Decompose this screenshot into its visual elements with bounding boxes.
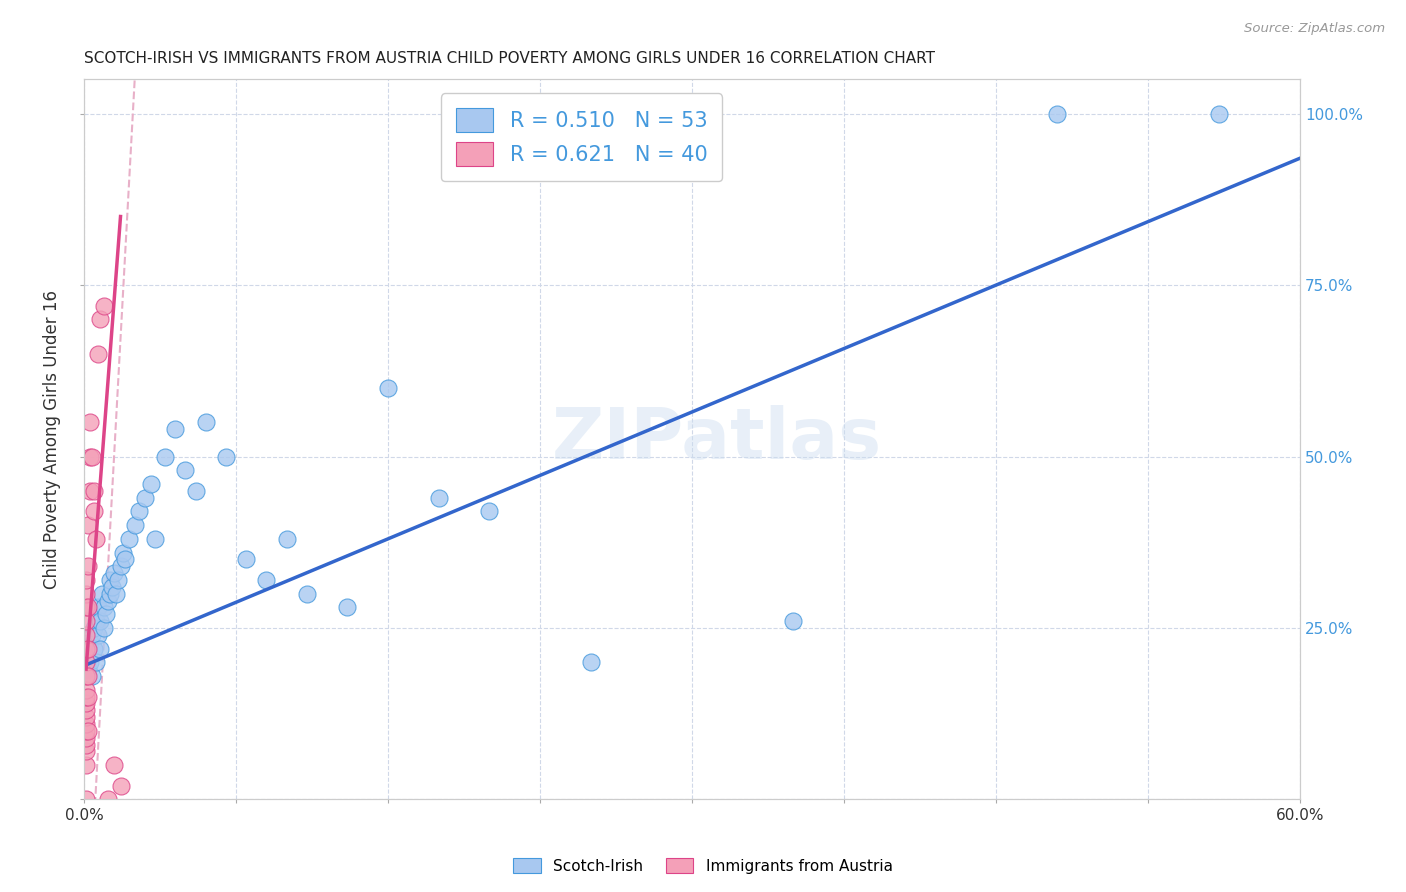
Point <box>77 600 100 615</box>
Point <box>79 450 101 464</box>
Point <box>114 552 136 566</box>
Point <box>215 450 238 464</box>
Point <box>77 641 100 656</box>
Point <box>110 779 132 793</box>
Point <box>79 634 101 648</box>
Point <box>87 346 110 360</box>
Point <box>75 573 97 587</box>
Point <box>77 662 100 676</box>
Point <box>105 587 128 601</box>
Point <box>377 381 399 395</box>
Point <box>77 559 100 574</box>
Text: ZIPatlas: ZIPatlas <box>551 405 882 474</box>
Point <box>77 518 100 533</box>
Point <box>100 573 122 587</box>
Point <box>111 545 134 559</box>
Point <box>107 573 129 587</box>
Point <box>83 483 105 498</box>
Point <box>128 504 150 518</box>
Point <box>96 607 118 622</box>
Point <box>75 744 97 758</box>
Point <box>93 600 115 615</box>
Point <box>276 532 298 546</box>
Point <box>75 648 97 663</box>
Point <box>75 697 97 711</box>
Point <box>579 655 602 669</box>
Point <box>79 415 101 429</box>
Point <box>75 587 97 601</box>
Point <box>75 731 97 745</box>
Point <box>295 587 318 601</box>
Point <box>89 614 111 628</box>
Point <box>87 628 110 642</box>
Point <box>478 504 501 518</box>
Point <box>79 483 101 498</box>
Point <box>75 723 97 738</box>
Point <box>83 621 105 635</box>
Point <box>134 491 156 505</box>
Point <box>117 532 139 546</box>
Text: Source: ZipAtlas.com: Source: ZipAtlas.com <box>1244 22 1385 36</box>
Point <box>82 669 104 683</box>
Point <box>77 723 100 738</box>
Point <box>174 463 197 477</box>
Point <box>75 690 97 704</box>
Point <box>75 758 97 772</box>
Point <box>75 682 97 697</box>
Point <box>75 641 97 656</box>
Point <box>336 600 359 615</box>
Point <box>101 580 124 594</box>
Point <box>153 450 176 464</box>
Point <box>194 415 217 429</box>
Point <box>75 710 97 724</box>
Point <box>143 532 166 546</box>
Point <box>139 477 162 491</box>
Point <box>165 422 187 436</box>
Point <box>184 483 207 498</box>
Point <box>110 559 132 574</box>
Point <box>83 504 105 518</box>
Point <box>97 593 120 607</box>
Point <box>77 690 100 704</box>
Point <box>1208 106 1230 120</box>
Point <box>93 299 115 313</box>
Point <box>77 669 100 683</box>
Text: SCOTCH-IRISH VS IMMIGRANTS FROM AUSTRIA CHILD POVERTY AMONG GIRLS UNDER 16 CORRE: SCOTCH-IRISH VS IMMIGRANTS FROM AUSTRIA … <box>84 51 935 66</box>
Point <box>84 614 107 628</box>
Y-axis label: Child Poverty Among Girls Under 16: Child Poverty Among Girls Under 16 <box>44 290 60 589</box>
Point <box>83 641 105 656</box>
Point <box>75 655 97 669</box>
Point <box>75 792 97 806</box>
Point <box>82 628 104 642</box>
Point <box>89 312 111 326</box>
Point <box>82 450 104 464</box>
Point <box>89 641 111 656</box>
Point <box>93 621 115 635</box>
Point <box>97 792 120 806</box>
Point <box>782 614 804 628</box>
Point <box>75 628 97 642</box>
Point <box>124 518 146 533</box>
Point <box>100 587 122 601</box>
Legend: Scotch-Irish, Immigrants from Austria: Scotch-Irish, Immigrants from Austria <box>508 852 898 880</box>
Point <box>254 573 277 587</box>
Point <box>427 491 450 505</box>
Point <box>75 703 97 717</box>
Point <box>79 655 101 669</box>
Point <box>77 641 100 656</box>
Point <box>75 738 97 752</box>
Point <box>75 717 97 731</box>
Point <box>75 614 97 628</box>
Point <box>84 655 107 669</box>
Point <box>87 600 110 615</box>
Point <box>103 758 125 772</box>
Point <box>75 600 97 615</box>
Point <box>75 669 97 683</box>
Legend: R = 0.510   N = 53, R = 0.621   N = 40: R = 0.510 N = 53, R = 0.621 N = 40 <box>441 94 723 181</box>
Point <box>84 532 107 546</box>
Point <box>235 552 257 566</box>
Point <box>103 566 125 581</box>
Point <box>91 587 114 601</box>
Point <box>1046 106 1069 120</box>
